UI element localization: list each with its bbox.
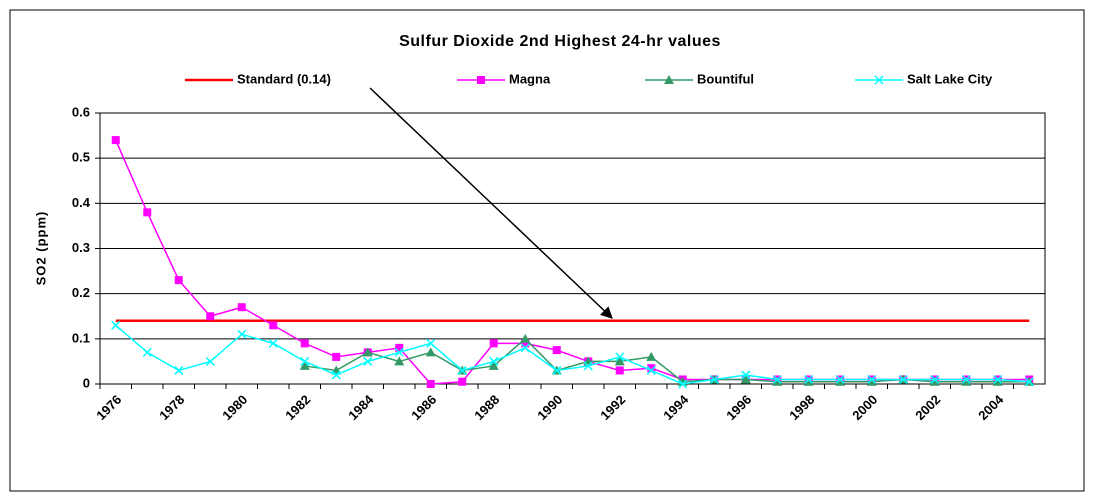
y-axis-label: SO2 (ppm) — [33, 211, 48, 286]
series-marker — [394, 356, 405, 366]
series-marker — [1024, 377, 1034, 387]
y-tick-label: 0.4 — [72, 195, 91, 210]
series-marker — [489, 339, 498, 348]
series-marker — [835, 374, 845, 385]
legend-label: Standard (0.14) — [237, 71, 331, 86]
series-marker — [332, 352, 341, 361]
series-marker — [615, 366, 624, 375]
series-marker — [426, 338, 436, 348]
y-tick-label: 0.2 — [72, 285, 90, 300]
series-marker — [678, 379, 688, 389]
series-marker — [614, 356, 625, 366]
series-marker — [520, 343, 530, 353]
series-line — [115, 324, 1030, 385]
series-marker — [961, 376, 972, 386]
series-marker — [363, 356, 373, 366]
series-marker — [394, 347, 404, 357]
series-marker — [740, 374, 751, 384]
series-marker — [804, 374, 814, 385]
series-marker — [930, 374, 940, 385]
series-marker — [143, 208, 152, 217]
series-marker — [237, 303, 246, 312]
series-marker — [741, 370, 751, 380]
series-marker — [174, 365, 184, 375]
legend-label: Salt Lake City — [907, 71, 993, 86]
series-marker — [992, 376, 1003, 386]
series-marker — [362, 347, 373, 357]
legend-marker — [874, 75, 884, 85]
legend-label: Bountiful — [697, 71, 754, 86]
series-marker — [174, 276, 183, 285]
series-marker — [142, 347, 152, 357]
series-marker — [521, 339, 530, 348]
series-marker — [866, 376, 877, 386]
series-marker — [647, 364, 656, 373]
series-marker — [331, 370, 341, 380]
series-marker — [111, 136, 120, 145]
legend-marker — [477, 76, 485, 84]
y-tick-label: 0.6 — [72, 104, 90, 119]
series-marker — [552, 365, 562, 375]
series-marker — [772, 374, 782, 385]
series-marker — [205, 356, 215, 366]
series-marker — [961, 374, 971, 385]
series-marker — [457, 365, 467, 375]
series-marker — [111, 320, 121, 330]
series-marker — [300, 356, 310, 366]
series-marker — [646, 365, 656, 375]
series-marker — [615, 352, 625, 362]
legend-marker — [664, 75, 674, 84]
y-tick-label: 0.1 — [72, 330, 90, 345]
series-marker — [583, 361, 593, 371]
chart-title: Sulfur Dioxide 2nd Highest 24-hr values — [399, 33, 721, 50]
series-marker — [268, 338, 278, 348]
y-tick-label: 0 — [83, 375, 90, 390]
series-marker — [426, 380, 435, 388]
series-marker — [835, 376, 846, 386]
series-marker — [458, 377, 467, 386]
series-marker — [929, 376, 940, 386]
series-marker — [552, 346, 561, 355]
series-marker — [299, 360, 310, 370]
series-marker — [206, 312, 215, 321]
legend-label: Magna — [509, 71, 551, 86]
series-marker — [867, 374, 877, 385]
series-marker — [709, 374, 719, 385]
series-marker — [269, 321, 278, 330]
series-marker — [425, 347, 436, 357]
series-marker — [488, 360, 499, 370]
series-marker — [898, 374, 908, 385]
series-marker — [489, 356, 499, 366]
chart-frame — [9, 9, 1085, 492]
y-tick-label: 0.5 — [72, 150, 90, 165]
series-marker — [520, 333, 531, 343]
series-marker — [395, 343, 404, 352]
series-marker — [772, 376, 783, 386]
series-marker — [646, 351, 657, 361]
series-marker — [300, 339, 309, 348]
series-marker — [237, 329, 247, 339]
series-marker — [803, 376, 814, 386]
y-tick-label: 0.3 — [72, 240, 90, 255]
series-marker — [993, 374, 1003, 385]
